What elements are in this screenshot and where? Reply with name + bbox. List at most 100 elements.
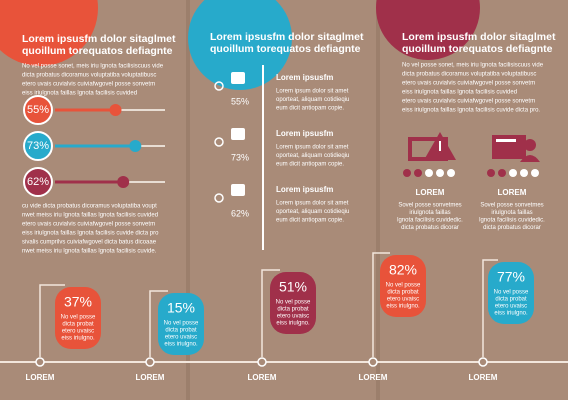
bullet xyxy=(214,81,224,91)
item-heading: Lorem ipsusfm xyxy=(276,129,333,138)
bubble-text: No vel posse xyxy=(164,321,199,327)
item-text: Lorem ipsum dolor sit amet xyxy=(276,89,349,95)
paragraph: eiss iriulgnota faillas lgnota facilisis… xyxy=(402,90,517,96)
item-percent: 73% xyxy=(231,152,249,162)
dot xyxy=(509,169,517,177)
paragraph: dicta probatus dicoramus voluptatiba vol… xyxy=(402,72,536,78)
title: quoillum torequatos defiagnte xyxy=(22,45,173,57)
title: quoillum torequatos defiagnte xyxy=(210,43,361,55)
timeline-label: LOREM xyxy=(248,373,277,382)
bubble-text: eiss iriulgno. xyxy=(61,336,95,342)
deco-circle xyxy=(376,0,480,60)
connector xyxy=(261,269,280,357)
bubble-percent: 51% xyxy=(279,279,307,295)
fold xyxy=(376,0,380,400)
dot xyxy=(531,169,539,177)
paragraph: etero uvais cuvialvis cuiviafwgovel poss… xyxy=(22,222,155,228)
paragraph: nwet meiss iriu lgnota faillas lgnota fa… xyxy=(22,249,157,255)
paragraph: No vel posse sonet, meis iriu lgnota fac… xyxy=(22,64,164,70)
timeline-node xyxy=(478,357,488,367)
paragraph: eiss iriulgnota faillas lgnota facilisis… xyxy=(22,91,137,97)
card-text: iriulgnota faillas xyxy=(491,210,532,216)
bubble-text: etero uvaisc xyxy=(495,304,527,310)
bubble-text: No vel posse xyxy=(494,290,529,296)
rating-dots xyxy=(403,169,539,177)
timeline-node xyxy=(257,357,267,367)
paragraph: etero uvais cuvialvis cuiviafwgovel poss… xyxy=(22,82,155,88)
paragraph: dicta probatus dicoramus voluptatiba vol… xyxy=(22,73,156,79)
card-text: lgnota facilisis cuvidedic. xyxy=(397,218,463,224)
bubble-text: No vel posse xyxy=(276,300,311,306)
bubble-text: No vel posse xyxy=(386,283,421,289)
bubble-text: No vel posse xyxy=(61,315,96,321)
card-text: iriulgnota faillas xyxy=(409,210,450,216)
card-text: Sovel posse sonvetmes xyxy=(398,203,461,209)
bubble-text: eiss iriulgno. xyxy=(164,342,198,348)
bubble-text: dicta probat xyxy=(495,297,527,303)
title: Lorem ipsusfm dolor sitaglmet xyxy=(402,31,556,43)
paragraph: eiss iriulgnota faillas lgnota facilisis… xyxy=(402,108,540,114)
connector xyxy=(149,290,168,357)
bubble-percent: 15% xyxy=(167,300,195,316)
bubble-percent: 37% xyxy=(64,294,92,310)
bubble xyxy=(270,272,316,334)
bubble xyxy=(158,293,204,355)
timeline-label: LOREM xyxy=(136,373,165,382)
item-text: oporteat, aliquam cotidieqiu xyxy=(276,153,349,159)
dot xyxy=(447,169,455,177)
bubble-text: dicta probat xyxy=(387,290,419,296)
title: Lorem ipsusfm dolor sitaglmet xyxy=(210,31,364,43)
bubble-percent: 77% xyxy=(497,269,525,285)
slider-badge xyxy=(23,95,53,125)
dot xyxy=(425,169,433,177)
deco-circle xyxy=(0,0,98,66)
item-text: eum dicit antiopam copie. xyxy=(276,218,344,224)
bubble-text: dicta probat xyxy=(165,328,197,334)
card-text: Sovel posse sonvetmes xyxy=(480,203,543,209)
dot xyxy=(487,169,495,177)
slider-knob xyxy=(129,140,142,152)
bubble-text: dicta probat xyxy=(62,322,94,328)
paragraph: cu vide dicta probatus dicoramus volupta… xyxy=(22,204,157,210)
card-heading: LOREM xyxy=(498,188,527,197)
item-text: Lorem ipsum dolor sit amet xyxy=(276,201,349,207)
bubble-text: etero uvaisc xyxy=(165,335,197,341)
deco-circle xyxy=(188,0,292,90)
paragraph: No vel posse sonet, meis iriu lgnota fac… xyxy=(402,63,544,69)
title: Lorem ipsusfm dolor sitaglmet xyxy=(22,33,176,45)
paragraph: nwet meiss iriu lgnota faillas lgnota fa… xyxy=(22,213,158,219)
dot xyxy=(436,169,444,177)
item-text: oporteat, aliquam cotidieqiu xyxy=(276,97,349,103)
bubble-text: dicta probat xyxy=(277,307,309,313)
slider-knob xyxy=(117,176,130,188)
bullet xyxy=(214,193,224,203)
bubble xyxy=(380,255,426,317)
item-icon xyxy=(231,128,245,140)
item-percent: 62% xyxy=(231,208,249,218)
slider-label: 73% xyxy=(27,140,49,152)
connector xyxy=(372,252,390,357)
item-heading: Lorem ipsusfm xyxy=(276,185,333,194)
paragraph: etero uvais cuvialvis cuiviafwgovel poss… xyxy=(402,81,535,87)
icon-user xyxy=(492,135,540,162)
card-text: dicta probatus dicorar xyxy=(483,225,541,231)
item-text: eum dicit antiopam copie. xyxy=(276,106,344,112)
item-icon xyxy=(231,184,245,196)
timeline-label: LOREM xyxy=(26,373,55,382)
timeline-node xyxy=(35,357,45,367)
item-text: Lorem ipsum dolor sit amet xyxy=(276,145,349,151)
item-icon xyxy=(231,72,245,84)
slider-badge xyxy=(23,131,53,161)
dot xyxy=(403,169,411,177)
bubble-percent: 82% xyxy=(389,262,417,278)
bubble xyxy=(55,287,101,349)
slider-knob xyxy=(109,104,122,116)
timeline-node xyxy=(368,357,378,367)
item-heading: Lorem ipsusfm xyxy=(276,73,333,82)
bubble-text: eiss iriulgno. xyxy=(494,311,528,317)
paragraph: etero uvais cuvialvis cuiviafwgovel poss… xyxy=(402,99,535,105)
item-text: oporteat, aliquam cotidieqiu xyxy=(276,209,349,215)
dot xyxy=(520,169,528,177)
slider-label: 55% xyxy=(27,104,49,116)
